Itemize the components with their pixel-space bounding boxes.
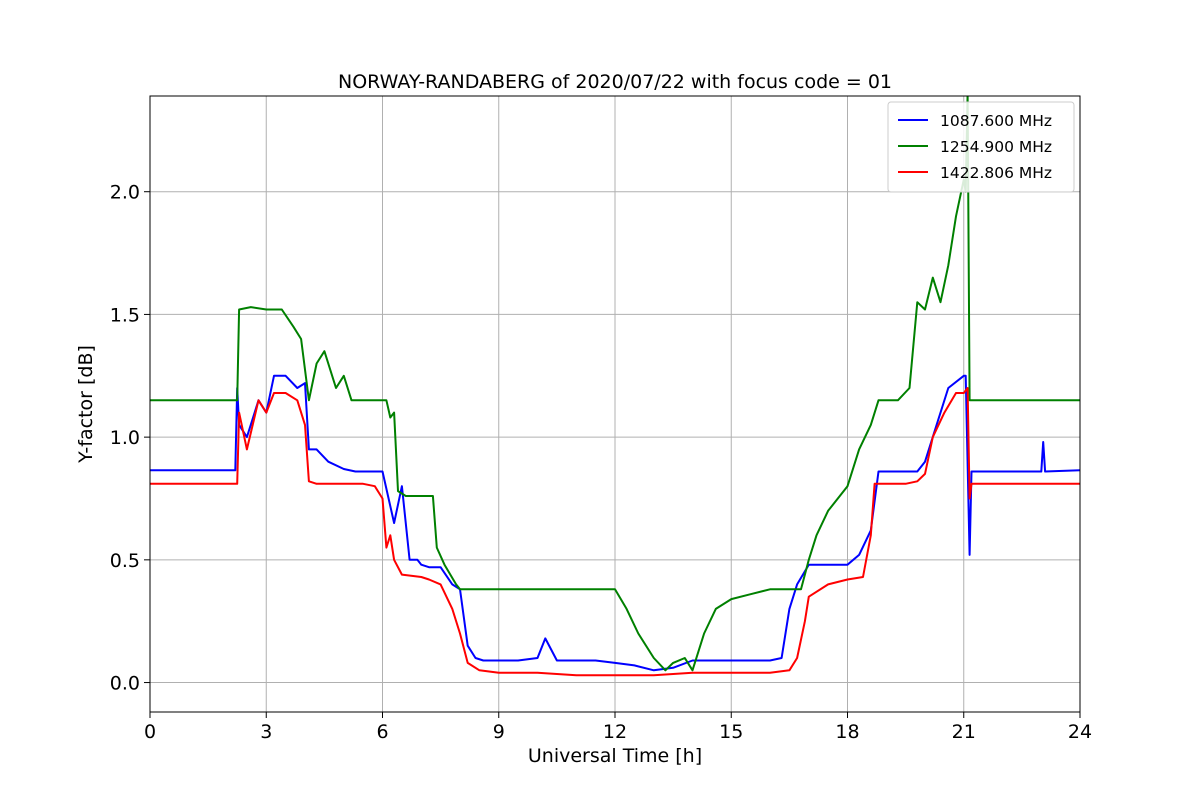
- x-tick-label: 9: [493, 721, 505, 743]
- x-tick-label: 3: [260, 721, 272, 743]
- legend-label: 1087.600 MHz: [940, 112, 1052, 130]
- legend-label: 1422.806 MHz: [940, 164, 1052, 182]
- x-tick-label: 6: [376, 721, 388, 743]
- x-tick-label: 15: [719, 721, 743, 743]
- legend-label: 1254.900 MHz: [940, 138, 1052, 156]
- y-axis: 0.0 0.5 1.0 1.5 2.0: [110, 182, 150, 695]
- y-axis-label: Y-factor [dB]: [75, 345, 97, 464]
- y-tick-label: 0.0: [110, 673, 140, 695]
- series-group: [150, 96, 1080, 677]
- x-axis-label: Universal Time [h]: [528, 745, 702, 767]
- y-tick-label: 2.0: [110, 182, 140, 204]
- legend-box: [887, 101, 1075, 193]
- series-line-3: [150, 387, 1080, 677]
- legend: 1087.600 MHz 1254.900 MHz 1422.806 MHz: [887, 101, 1075, 193]
- x-tick-label: 0: [144, 721, 156, 743]
- y-tick-label: 0.5: [110, 550, 140, 572]
- y-tick-label: 1.0: [110, 427, 140, 449]
- x-tick-label: 24: [1068, 721, 1092, 743]
- y-tick-label: 1.5: [110, 304, 140, 326]
- x-tick-label: 12: [603, 721, 627, 743]
- x-tick-label: 21: [952, 721, 976, 743]
- plot-area: [150, 96, 1080, 677]
- series-line-1: [150, 374, 1080, 672]
- x-axis: 0 3 6 9 12 15 18 21 24: [144, 712, 1092, 743]
- series-line-2: [150, 96, 1080, 672]
- chart-title: NORWAY-RANDABERG of 2020/07/22 with focu…: [338, 71, 892, 93]
- x-tick-label: 18: [835, 721, 859, 743]
